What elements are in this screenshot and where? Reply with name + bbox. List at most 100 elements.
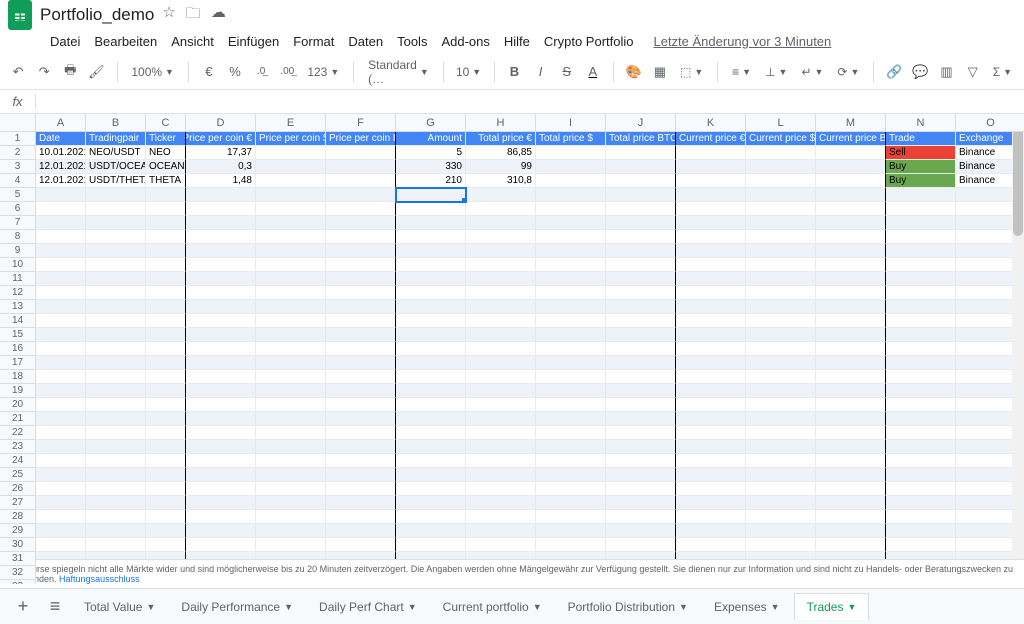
cell-F11[interactable]	[326, 272, 396, 286]
cell-L9[interactable]	[746, 244, 816, 258]
row-header-1[interactable]: 1	[0, 132, 36, 146]
cell-C5[interactable]	[146, 188, 186, 202]
cell-J17[interactable]	[606, 356, 676, 370]
cell-H21[interactable]	[466, 412, 536, 426]
cell-C15[interactable]	[146, 328, 186, 342]
cell-I3[interactable]	[536, 160, 606, 174]
cell-J28[interactable]	[606, 510, 676, 524]
cell-K3[interactable]	[676, 160, 746, 174]
cell-F27[interactable]	[326, 496, 396, 510]
cell-C21[interactable]	[146, 412, 186, 426]
cell-D12[interactable]	[186, 286, 256, 300]
row-header-3[interactable]: 3	[0, 160, 36, 174]
cell-L1[interactable]: Current price $	[746, 132, 816, 146]
row-header-2[interactable]: 2	[0, 146, 36, 160]
cell-I14[interactable]	[536, 314, 606, 328]
cell-F14[interactable]	[326, 314, 396, 328]
cell-M25[interactable]	[816, 468, 886, 482]
cell-K26[interactable]	[676, 482, 746, 496]
cell-N17[interactable]	[886, 356, 956, 370]
cell-H23[interactable]	[466, 440, 536, 454]
fontsize-select[interactable]: 10▼	[454, 65, 484, 79]
cell-J10[interactable]	[606, 258, 676, 272]
cell-N10[interactable]	[886, 258, 956, 272]
cell-F6[interactable]	[326, 202, 396, 216]
cloud-icon[interactable]: ☁	[211, 3, 226, 28]
sheet-tab-daily-perf-chart[interactable]: Daily Perf Chart▼	[307, 593, 429, 620]
cell-M15[interactable]	[816, 328, 886, 342]
cell-A30[interactable]	[36, 538, 86, 552]
cell-H14[interactable]	[466, 314, 536, 328]
cell-F18[interactable]	[326, 370, 396, 384]
cell-M3[interactable]	[816, 160, 886, 174]
cell-J6[interactable]	[606, 202, 676, 216]
cell-C20[interactable]	[146, 398, 186, 412]
cell-J2[interactable]	[606, 146, 676, 160]
cell-L20[interactable]	[746, 398, 816, 412]
cell-K4[interactable]	[676, 174, 746, 188]
cell-A4[interactable]: 12.01.2021	[36, 174, 86, 188]
cell-G13[interactable]	[396, 300, 466, 314]
cell-C29[interactable]	[146, 524, 186, 538]
row-header-12[interactable]: 12	[0, 286, 36, 300]
cell-L11[interactable]	[746, 272, 816, 286]
row-header-25[interactable]: 25	[0, 468, 36, 482]
row-header-17[interactable]: 17	[0, 356, 36, 370]
cell-B16[interactable]	[86, 342, 146, 356]
cell-F9[interactable]	[326, 244, 396, 258]
increase-decimal-icon[interactable]: .00̲	[277, 60, 297, 84]
cell-G1[interactable]: Amount	[396, 132, 466, 146]
cell-N20[interactable]	[886, 398, 956, 412]
cell-B25[interactable]	[86, 468, 146, 482]
cell-C27[interactable]	[146, 496, 186, 510]
cell-K10[interactable]	[676, 258, 746, 272]
cell-E23[interactable]	[256, 440, 326, 454]
cell-H22[interactable]	[466, 426, 536, 440]
cell-A3[interactable]: 12.01.2021	[36, 160, 86, 174]
percent-format-icon[interactable]: %	[225, 60, 245, 84]
cell-B3[interactable]: USDT/OCEAN	[86, 160, 146, 174]
cell-N9[interactable]	[886, 244, 956, 258]
cell-F25[interactable]	[326, 468, 396, 482]
cell-I9[interactable]	[536, 244, 606, 258]
cell-I13[interactable]	[536, 300, 606, 314]
menu-datei[interactable]: Datei	[50, 34, 80, 49]
functions-icon[interactable]: Σ▼	[989, 65, 1016, 79]
cell-M17[interactable]	[816, 356, 886, 370]
cell-M2[interactable]	[816, 146, 886, 160]
text-color-icon[interactable]: A	[583, 60, 603, 84]
cell-G16[interactable]	[396, 342, 466, 356]
comment-icon[interactable]: 💬	[910, 60, 930, 84]
cell-D7[interactable]	[186, 216, 256, 230]
cell-H19[interactable]	[466, 384, 536, 398]
cell-E5[interactable]	[256, 188, 326, 202]
cell-J18[interactable]	[606, 370, 676, 384]
cell-K11[interactable]	[676, 272, 746, 286]
cell-M22[interactable]	[816, 426, 886, 440]
cell-J5[interactable]	[606, 188, 676, 202]
cell-J14[interactable]	[606, 314, 676, 328]
col-header-M[interactable]: M	[816, 114, 886, 132]
move-icon[interactable]: 🗀	[186, 3, 201, 28]
cell-K8[interactable]	[676, 230, 746, 244]
menu-crypto portfolio[interactable]: Crypto Portfolio	[544, 34, 634, 49]
row-header-5[interactable]: 5	[0, 188, 36, 202]
row-header-15[interactable]: 15	[0, 328, 36, 342]
cell-G20[interactable]	[396, 398, 466, 412]
cell-A21[interactable]	[36, 412, 86, 426]
strikethrough-icon[interactable]: S	[557, 60, 577, 84]
cell-G7[interactable]	[396, 216, 466, 230]
cell-B30[interactable]	[86, 538, 146, 552]
cell-L12[interactable]	[746, 286, 816, 300]
cell-C4[interactable]: THETA	[146, 174, 186, 188]
cell-E20[interactable]	[256, 398, 326, 412]
cell-H13[interactable]	[466, 300, 536, 314]
vertical-scrollbar[interactable]	[1012, 114, 1024, 564]
cell-A5[interactable]	[36, 188, 86, 202]
cell-J8[interactable]	[606, 230, 676, 244]
cell-D1[interactable]: Price per coin €	[186, 132, 256, 146]
cell-H11[interactable]	[466, 272, 536, 286]
cell-L7[interactable]	[746, 216, 816, 230]
cell-N24[interactable]	[886, 454, 956, 468]
cell-C14[interactable]	[146, 314, 186, 328]
